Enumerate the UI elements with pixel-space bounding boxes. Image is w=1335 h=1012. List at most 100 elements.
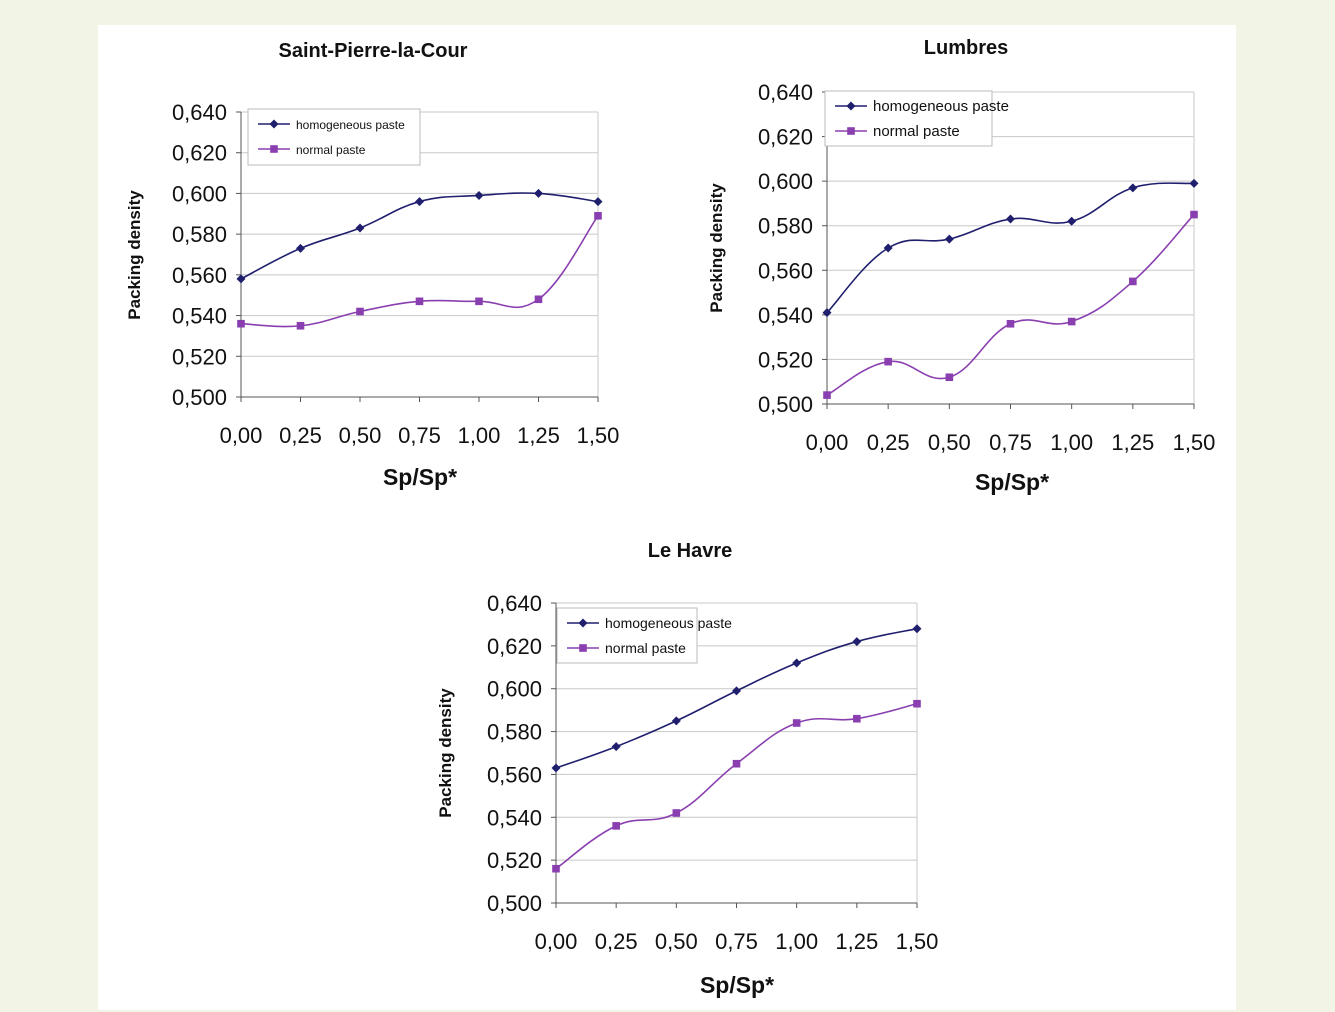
series-homogeneous-paste xyxy=(551,624,922,773)
legend-box xyxy=(556,607,698,664)
y-tick-label: 0,520 xyxy=(487,848,542,873)
data-point xyxy=(1190,210,1198,219)
x-tick-label: 0,75 xyxy=(398,423,441,448)
x-tick-label: 0,00 xyxy=(806,430,849,455)
x-tick-label: 0,75 xyxy=(715,929,758,954)
y-tick-label: 0,500 xyxy=(172,385,227,410)
data-point xyxy=(822,308,832,318)
series-line xyxy=(826,182,1195,314)
data-point xyxy=(237,319,245,328)
legend: homogeneous paste normal paste xyxy=(247,108,421,166)
legend-marker xyxy=(578,618,588,628)
data-point xyxy=(912,624,922,634)
legend: homogeneous paste normal paste xyxy=(556,607,732,664)
y-axis-label: Packing density xyxy=(707,183,726,313)
data-point xyxy=(884,357,892,366)
data-point xyxy=(671,716,681,726)
data-point xyxy=(853,714,861,723)
series-line xyxy=(240,215,599,328)
y-axis-label: Packing density xyxy=(436,688,455,818)
y-tick-label: 0,500 xyxy=(487,891,542,916)
y-tick-label: 0,580 xyxy=(172,222,227,247)
chart-title: Lumbres xyxy=(924,37,1008,59)
legend-marker xyxy=(847,127,855,135)
data-point xyxy=(415,297,424,306)
data-point xyxy=(1128,183,1138,193)
x-tick-label: 1,50 xyxy=(577,423,620,448)
x-tick-label: 1,50 xyxy=(1173,430,1216,455)
x-tick-label: 1,25 xyxy=(1111,430,1154,455)
series-normal-paste xyxy=(237,212,602,330)
legend-label: homogeneous paste xyxy=(605,615,732,631)
x-tick-label: 1,25 xyxy=(835,929,878,954)
x-axis-label: Sp/Sp* xyxy=(383,464,457,490)
legend: homogeneous paste normal paste xyxy=(824,90,1009,147)
legend-marker xyxy=(579,644,587,652)
y-tick-label: 0,540 xyxy=(758,303,813,328)
series-normal-paste xyxy=(823,210,1198,399)
legend-box xyxy=(824,90,993,147)
y-axis-label: Packing density xyxy=(125,190,144,320)
data-point xyxy=(944,234,954,244)
legend-marker xyxy=(846,101,856,111)
x-tick-label: 0,00 xyxy=(535,929,578,954)
x-tick-label: 0,00 xyxy=(220,423,263,448)
legend-label: normal paste xyxy=(873,123,960,140)
x-tick-label: 1,25 xyxy=(517,423,560,448)
data-point xyxy=(611,742,621,752)
chart-3: Le Havre 0,500 0,520 0,540 0,560 0,580 0,600 0,… xyxy=(436,540,938,998)
data-point xyxy=(913,699,921,708)
legend-label: normal paste xyxy=(296,143,366,157)
y-tick-label: 0,520 xyxy=(758,347,813,372)
data-point xyxy=(415,197,424,207)
y-tick-label: 0,640 xyxy=(487,591,542,616)
data-point xyxy=(236,274,246,284)
chart-1: Saint-Pierre-la-Cour 0,500 0,520 0,540 0,560… xyxy=(125,40,619,490)
data-point xyxy=(883,243,893,253)
data-point xyxy=(552,864,560,873)
data-point xyxy=(356,307,364,316)
data-point xyxy=(823,391,831,399)
y-tick-label: 0,640 xyxy=(758,80,813,105)
x-tick-label: 1,00 xyxy=(775,929,818,954)
data-point xyxy=(792,719,801,727)
y-tick-label: 0,560 xyxy=(758,258,813,283)
legend-marker xyxy=(269,119,279,129)
series-line xyxy=(826,214,1195,396)
data-point xyxy=(1067,317,1076,326)
legend-label: homogeneous paste xyxy=(873,98,1009,115)
y-tick-label: 0,560 xyxy=(172,263,227,288)
legend-box xyxy=(247,108,421,166)
x-tick-label: 0,25 xyxy=(279,423,322,448)
y-tick-label: 0,540 xyxy=(487,805,542,830)
data-point xyxy=(296,243,305,253)
data-point xyxy=(551,763,561,773)
y-tick-label: 0,600 xyxy=(758,169,813,194)
x-axis-label: Sp/Sp* xyxy=(700,972,774,998)
y-tick-label: 0,580 xyxy=(758,214,813,239)
chart-title: Le Havre xyxy=(648,540,733,562)
data-point xyxy=(1006,214,1015,224)
data-point xyxy=(534,295,543,304)
series-homogeneous-paste xyxy=(236,188,603,284)
data-point xyxy=(593,197,603,207)
x-tick-label: 1,00 xyxy=(1050,430,1093,455)
series-homogeneous-paste xyxy=(822,178,1199,318)
data-point xyxy=(792,658,802,668)
y-tick-label: 0,600 xyxy=(172,181,227,206)
data-point xyxy=(732,686,741,696)
y-tick-label: 0,520 xyxy=(172,344,227,369)
data-point xyxy=(945,373,954,382)
data-point xyxy=(475,297,483,306)
x-tick-label: 0,25 xyxy=(595,929,638,954)
legend-label: normal paste xyxy=(605,640,686,656)
chart-title: Saint-Pierre-la-Cour xyxy=(279,40,468,62)
y-tick-label: 0,620 xyxy=(758,125,813,150)
y-tick-label: 0,560 xyxy=(487,762,542,787)
data-point xyxy=(534,188,543,198)
y-tick-label: 0,640 xyxy=(172,100,227,125)
y-tick-label: 0,500 xyxy=(758,392,813,417)
y-tick-label: 0,620 xyxy=(172,141,227,166)
data-point xyxy=(1129,277,1137,286)
